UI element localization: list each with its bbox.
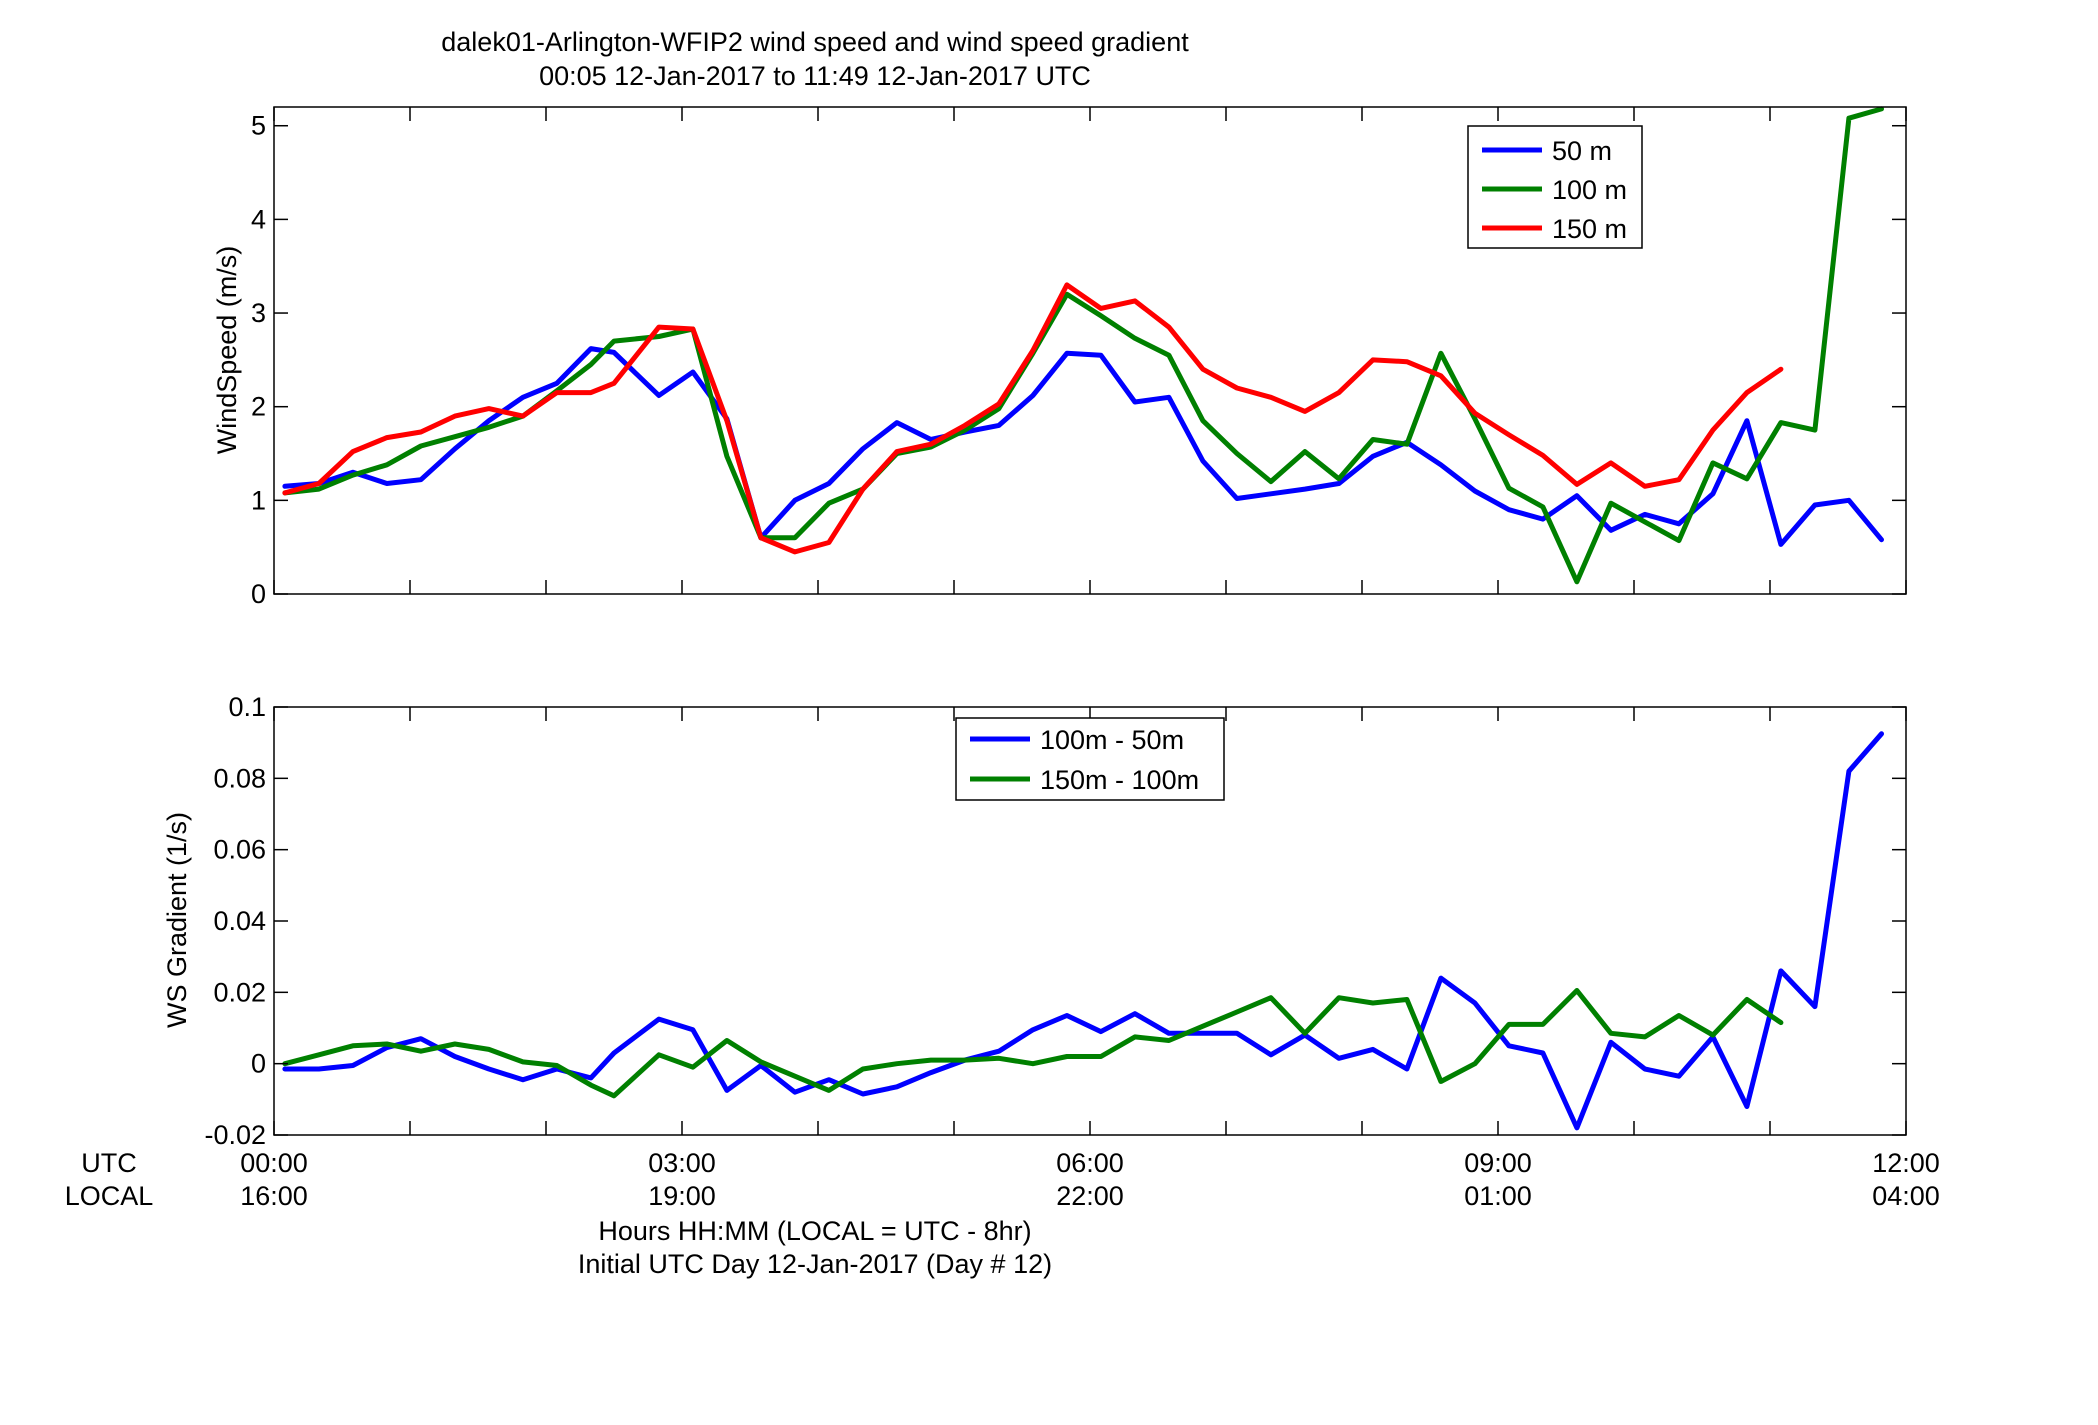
local-tick-label: 19:00 bbox=[648, 1181, 716, 1211]
local-tick-label: 22:00 bbox=[1056, 1181, 1124, 1211]
gradient-panel: -0.02 0 0.02 0.04 0.06 0.08 0.1 WS Gradient (1… bbox=[162, 692, 1907, 1150]
windspeed-y-tick-label: 1 bbox=[251, 485, 266, 515]
windspeed-y-tick-label: 0 bbox=[251, 579, 266, 609]
legend-label-150m: 150 m bbox=[1552, 214, 1627, 244]
windspeed-series-line-50m bbox=[282, 346, 1884, 547]
gradient-y-axis-label: WS Gradient (1/s) bbox=[162, 812, 192, 1028]
gradient-y-tick-label: 0.04 bbox=[213, 906, 266, 936]
gradient-x-ticks bbox=[273, 707, 1907, 1135]
utc-tick-label: 00:00 bbox=[240, 1148, 308, 1178]
gradient-legend: 100m - 50m 150m - 100m bbox=[955, 717, 1225, 801]
legend-label-100m: 100 m bbox=[1552, 175, 1627, 205]
windspeed-series-line-150m bbox=[282, 282, 1784, 555]
x-axis-label-line1: Hours HH:MM (LOCAL = UTC - 8hr) bbox=[598, 1216, 1031, 1246]
gradient-y-tick-label: -0.02 bbox=[204, 1120, 266, 1150]
local-tick-label: 16:00 bbox=[240, 1181, 308, 1211]
gradient-y-tick-label: 0 bbox=[251, 1049, 266, 1079]
gradient-series-lines bbox=[282, 731, 1884, 1131]
utc-tick-label: 12:00 bbox=[1872, 1148, 1940, 1178]
windspeed-y-ticks: 0 1 2 3 4 5 bbox=[251, 111, 1906, 609]
local-row-label: LOCAL bbox=[65, 1181, 154, 1211]
figure-title-line1: dalek01-Arlington-WFIP2 wind speed and w… bbox=[441, 27, 1189, 57]
windspeed-x-ticks bbox=[273, 107, 1907, 594]
windspeed-legend: 50 m 100 m 150 m bbox=[1467, 125, 1643, 249]
windspeed-y-tick-label: 4 bbox=[251, 204, 266, 234]
local-tick-label: 04:00 bbox=[1872, 1181, 1940, 1211]
windspeed-y-tick-label: 2 bbox=[251, 392, 266, 422]
gradient-series-line-150m-100m bbox=[282, 988, 1784, 1099]
legend-label-150m-100m: 150m - 100m bbox=[1040, 765, 1199, 795]
windspeed-series-lines bbox=[282, 106, 1884, 585]
gradient-y-tick-label: 0.06 bbox=[213, 835, 266, 865]
utc-tick-label: 06:00 bbox=[1056, 1148, 1124, 1178]
gradient-legend-box bbox=[955, 717, 1225, 801]
gradient-y-tick-label: 0.08 bbox=[213, 763, 266, 793]
gradient-y-tick-label: 0.1 bbox=[228, 692, 266, 722]
utc-tick-label: 09:00 bbox=[1464, 1148, 1532, 1178]
gradient-y-ticks: -0.02 0 0.02 0.04 0.06 0.08 0.1 bbox=[204, 692, 1906, 1150]
x-axis-label-line2: Initial UTC Day 12-Jan-2017 (Day # 12) bbox=[578, 1249, 1052, 1279]
gradient-y-tick-label: 0.02 bbox=[213, 977, 266, 1007]
windspeed-y-axis-label: WindSpeed (m/s) bbox=[212, 246, 242, 455]
legend-label-100m-50m: 100m - 50m bbox=[1040, 725, 1184, 755]
windspeed-panel: 0 1 2 3 4 5 WindSpeed (m/s) 50 m 100 m 150 m bbox=[212, 106, 1907, 609]
utc-tick-label: 03:00 bbox=[648, 1148, 716, 1178]
utc-row-label: UTC bbox=[81, 1148, 137, 1178]
windspeed-y-tick-label: 3 bbox=[251, 298, 266, 328]
gradient-series-line-100m-50m bbox=[282, 731, 1884, 1131]
local-tick-label: 01:00 bbox=[1464, 1181, 1532, 1211]
windspeed-y-tick-label: 5 bbox=[251, 111, 266, 141]
figure-title-line2: 00:05 12-Jan-2017 to 11:49 12-Jan-2017 U… bbox=[539, 61, 1091, 91]
legend-label-50m: 50 m bbox=[1552, 136, 1612, 166]
